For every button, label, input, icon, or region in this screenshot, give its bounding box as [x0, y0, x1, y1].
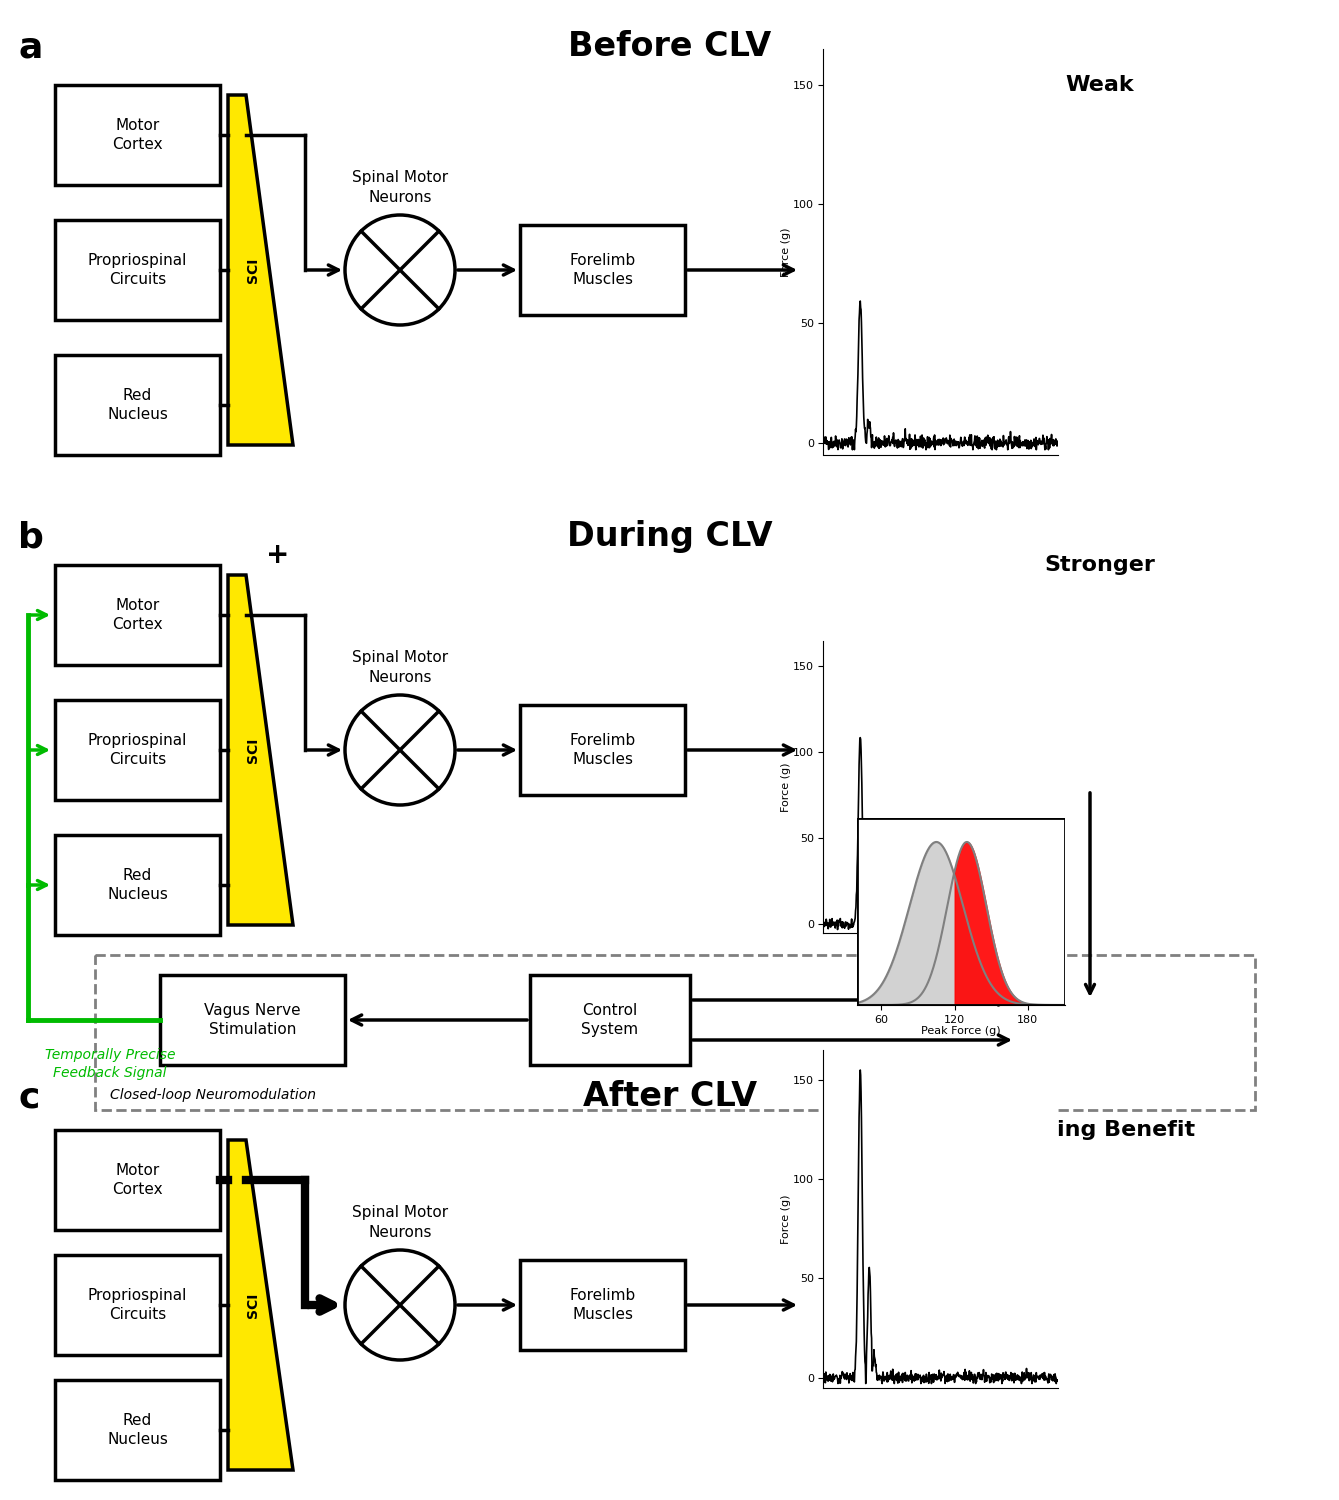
- Text: Motor
Cortex: Motor Cortex: [112, 597, 163, 633]
- Text: SCI: SCI: [246, 1293, 260, 1317]
- Bar: [55, 356, 220, 454]
- Text: After CLV: After CLV: [582, 1080, 757, 1113]
- X-axis label: Peak Force (g): Peak Force (g): [921, 1026, 1000, 1036]
- Text: Spinal Motor
Neurons: Spinal Motor Neurons: [352, 650, 449, 686]
- Circle shape: [345, 214, 455, 326]
- Text: Closed-loop Neuromodulation: Closed-loop Neuromodulation: [110, 1088, 316, 1102]
- Bar: [520, 705, 686, 795]
- Text: Red
Nucleus: Red Nucleus: [107, 387, 167, 423]
- Circle shape: [345, 1250, 455, 1360]
- Text: Motor
Cortex: Motor Cortex: [112, 1162, 163, 1197]
- Text: SCI: SCI: [246, 738, 260, 762]
- Text: Lasting Benefit: Lasting Benefit: [1004, 1120, 1196, 1140]
- Text: Propriospinal
Circuits: Propriospinal Circuits: [88, 1287, 187, 1323]
- Bar: [857, 818, 1065, 1005]
- Text: Forelimb
Muscles: Forelimb Muscles: [569, 732, 636, 768]
- Bar: [95, 956, 1255, 1110]
- Circle shape: [345, 694, 455, 806]
- Text: Propriospinal
Circuits: Propriospinal Circuits: [88, 252, 187, 288]
- Text: c: c: [17, 1080, 39, 1114]
- Bar: [55, 86, 220, 184]
- Y-axis label: Force (g): Force (g): [782, 762, 791, 812]
- Bar: [55, 1130, 220, 1230]
- Bar: [530, 975, 690, 1065]
- Text: +: +: [266, 542, 289, 568]
- Bar: [55, 1380, 220, 1480]
- Text: Forelimb
Muscles: Forelimb Muscles: [569, 252, 636, 288]
- Polygon shape: [228, 1140, 293, 1470]
- Text: Temporally Precise
Feedback Signal: Temporally Precise Feedback Signal: [44, 1047, 175, 1080]
- Text: Motor
Cortex: Motor Cortex: [112, 117, 163, 153]
- Text: Spinal Motor
Neurons: Spinal Motor Neurons: [352, 170, 449, 206]
- Text: Weak: Weak: [1066, 75, 1134, 94]
- Bar: [55, 220, 220, 320]
- Polygon shape: [228, 94, 293, 446]
- Text: Stronger: Stronger: [1044, 555, 1156, 574]
- Bar: [55, 836, 220, 934]
- Text: Red
Nucleus: Red Nucleus: [107, 1413, 167, 1448]
- Text: Vagus Nerve
Stimulation: Vagus Nerve Stimulation: [204, 1002, 301, 1038]
- Text: a: a: [17, 30, 43, 64]
- Bar: [520, 1260, 686, 1350]
- Bar: [520, 225, 686, 315]
- Text: Spinal Motor
Neurons: Spinal Motor Neurons: [352, 1204, 449, 1240]
- Text: b: b: [17, 520, 44, 554]
- Polygon shape: [228, 574, 293, 926]
- Bar: [159, 975, 345, 1065]
- Text: Red
Nucleus: Red Nucleus: [107, 867, 167, 903]
- Text: Forelimb
Muscles: Forelimb Muscles: [569, 1287, 636, 1323]
- Text: During CLV: During CLV: [568, 520, 773, 554]
- Text: Propriospinal
Circuits: Propriospinal Circuits: [88, 732, 187, 768]
- Bar: [55, 566, 220, 664]
- Text: SCI: SCI: [246, 258, 260, 282]
- Text: Before CLV: Before CLV: [568, 30, 771, 63]
- Bar: [55, 700, 220, 800]
- Text: Control
System: Control System: [581, 1002, 639, 1038]
- Y-axis label: Force (g): Force (g): [782, 1194, 791, 1243]
- Y-axis label: Force (g): Force (g): [782, 228, 791, 276]
- Bar: [55, 1256, 220, 1354]
